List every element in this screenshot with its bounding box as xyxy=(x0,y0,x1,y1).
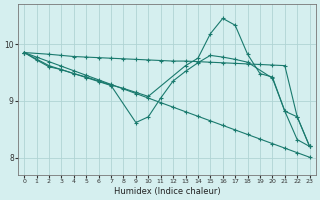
X-axis label: Humidex (Indice chaleur): Humidex (Indice chaleur) xyxy=(114,187,220,196)
